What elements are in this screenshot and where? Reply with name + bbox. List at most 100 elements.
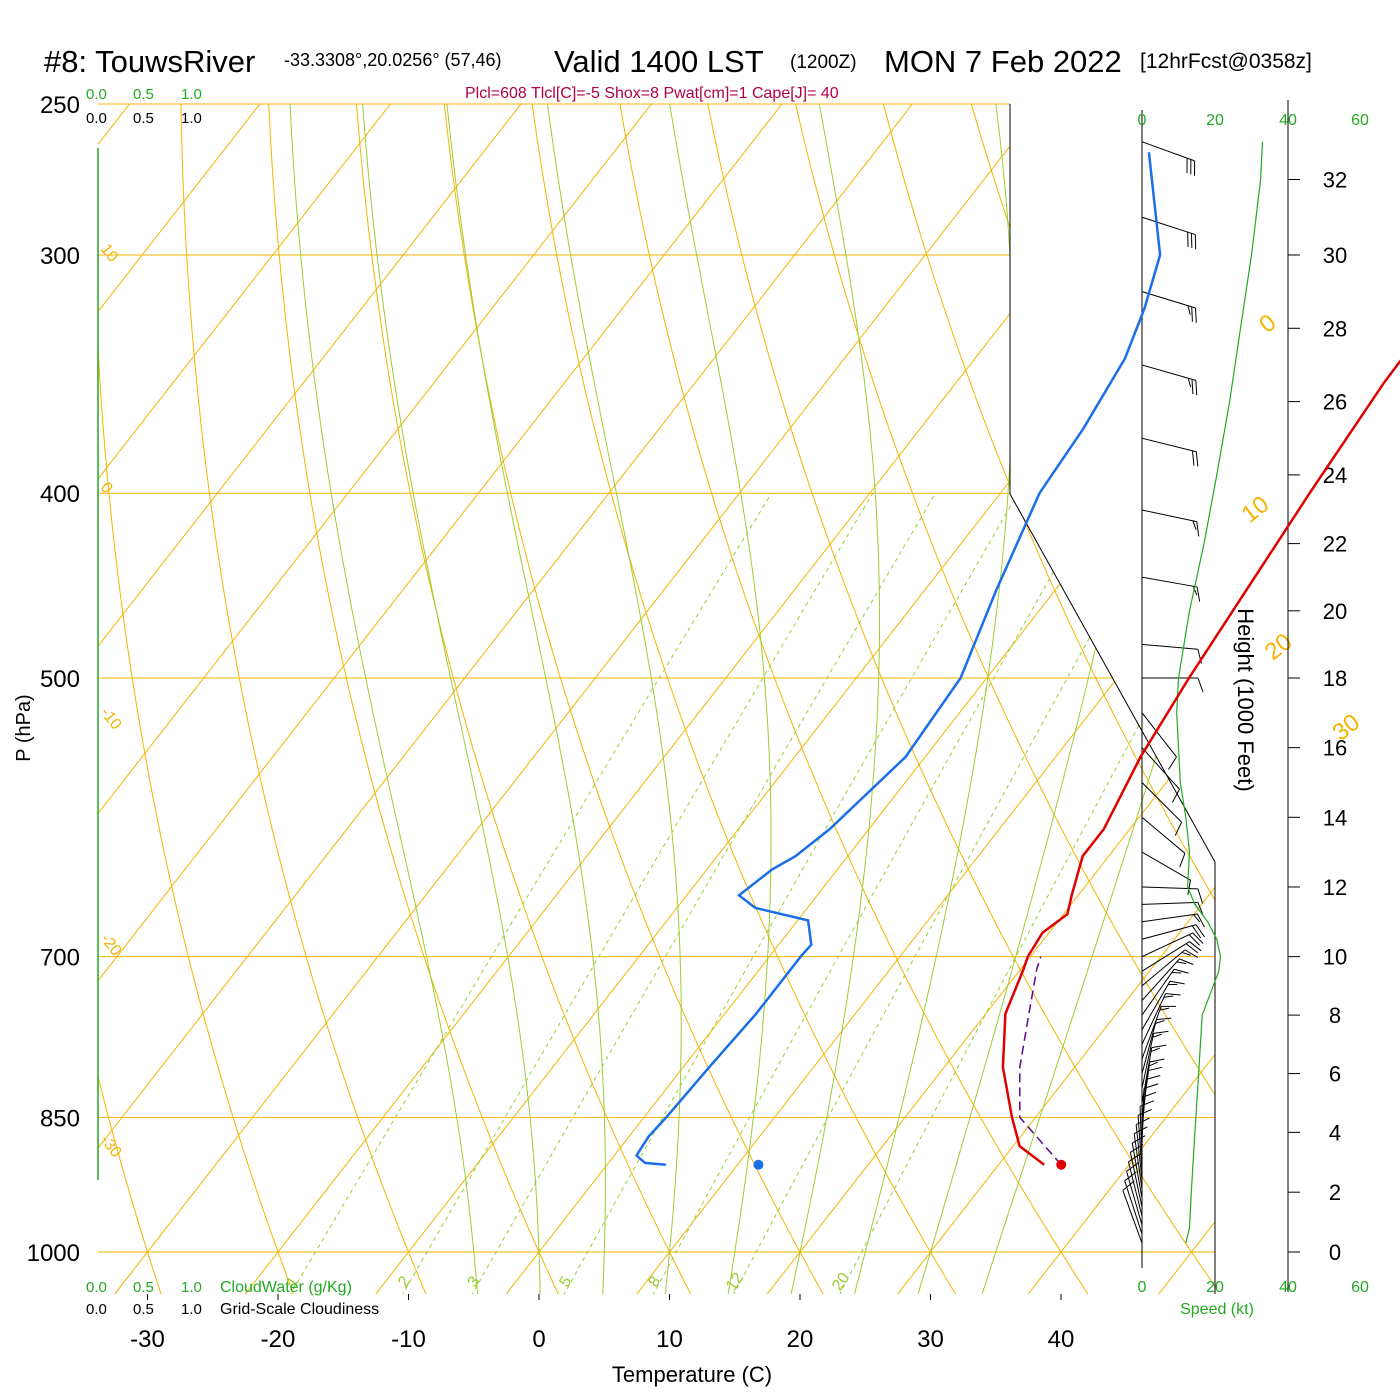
wind-barb-feather xyxy=(1181,951,1191,956)
wind-barb-staff xyxy=(1141,913,1198,923)
wind-barb-staff xyxy=(1141,437,1197,453)
height-tick-label: 4 xyxy=(1329,1120,1341,1145)
wind-barb-feather xyxy=(1132,1135,1146,1144)
mixing-ratio-line xyxy=(268,492,772,1294)
wind-barb xyxy=(1141,932,1204,958)
wind-barb-feather xyxy=(1188,934,1200,946)
dry-adiabat-line xyxy=(429,104,845,1294)
dry-adiabat-line xyxy=(0,0,39,1331)
isotherm-label: 20 xyxy=(1260,628,1298,666)
isotherm-label: 10 xyxy=(1237,491,1275,529)
wind-barb xyxy=(1141,1017,1172,1074)
wind-barb xyxy=(1141,968,1189,1016)
wind-barb-feather xyxy=(1197,913,1205,928)
isotherm-label: 0 xyxy=(1254,309,1281,339)
moist-adiabat-line xyxy=(432,104,606,1294)
dry-adiabat-line xyxy=(676,104,1215,1294)
wind-barb-staff xyxy=(1141,712,1177,758)
wind-barb-feather xyxy=(1191,306,1193,322)
isotherm-line xyxy=(607,104,1215,1294)
wind-barb-feather xyxy=(1189,941,1202,952)
wind-barb-feather xyxy=(1176,961,1187,964)
mixing-ratio-line xyxy=(450,492,936,1294)
wind-barb xyxy=(1141,980,1185,1030)
wind-barb-feather xyxy=(1153,1030,1169,1034)
mixing-ratio-label: 8 xyxy=(645,1273,664,1290)
wind-barb-feather xyxy=(1195,307,1197,323)
temperature-trace xyxy=(1001,359,1400,1166)
moist-adiabat-line xyxy=(782,104,880,1294)
wind-speed-tick-bottom-1: 20 xyxy=(1206,1279,1224,1296)
wind-barb-feather xyxy=(1155,1020,1165,1024)
height-tick-label: 12 xyxy=(1323,875,1347,900)
pressure-tick-label: 700 xyxy=(40,945,80,972)
dry-adiabat-line xyxy=(346,104,711,1294)
mixing-ratio-line xyxy=(632,492,1099,1294)
wind-speed-tick-top-0: 0 xyxy=(1138,112,1147,129)
cloudwater-tick-top-0: 0.0 xyxy=(86,86,107,103)
wind-barb-staff xyxy=(1141,901,1198,905)
dry-adiabat-label: -10 xyxy=(97,704,125,733)
wind-barb-feather xyxy=(1185,943,1199,954)
wind-barb-feather xyxy=(1174,821,1183,836)
height-tick-label: 28 xyxy=(1323,316,1347,341)
wind-barb-staff xyxy=(1137,1115,1143,1172)
mixing-ratio-line xyxy=(543,492,1019,1294)
wind-speed-tick-bottom-0: 0 xyxy=(1138,1279,1147,1296)
wind-barb xyxy=(1141,509,1200,537)
wind-barb xyxy=(1141,141,1196,176)
wind-barb-feather xyxy=(1122,1180,1135,1191)
dry-adiabat-line xyxy=(758,104,1215,1294)
wind-barb xyxy=(1126,1162,1143,1226)
wind-barb-feather xyxy=(1197,677,1204,693)
wind-barb-feather xyxy=(1165,993,1181,996)
height-tick-label: 18 xyxy=(1323,666,1347,691)
dry-adiabat-line xyxy=(1170,104,1215,1294)
isotherm-line xyxy=(738,104,1215,1294)
wind-barb-staff xyxy=(1141,1033,1155,1089)
wind-barb xyxy=(1141,364,1198,396)
isotherm-line xyxy=(98,104,405,1294)
isobar-lines xyxy=(98,103,1215,1253)
wind-barb-feather xyxy=(1196,521,1200,537)
pressure-tick-label: 250 xyxy=(40,92,80,119)
wind-barb-staff xyxy=(1135,1124,1143,1181)
wind-barb xyxy=(1142,677,1204,693)
height-tick-label: 10 xyxy=(1323,945,1347,970)
wind-barb-staff xyxy=(1141,141,1195,162)
wind-barb-feather xyxy=(1179,958,1194,965)
wind-barb xyxy=(1141,816,1186,868)
dry-adiabat-lines xyxy=(0,0,1215,1331)
wind-barb-staff xyxy=(1141,949,1186,987)
wind-barb-staff xyxy=(1124,1180,1143,1235)
mixing-ratio-label: 12 xyxy=(723,1270,747,1294)
wind-barb-feather xyxy=(1193,914,1200,923)
moist-adiabat-line xyxy=(844,104,1014,1294)
height-tick-label: 30 xyxy=(1323,243,1347,268)
wind-barb xyxy=(1141,1044,1167,1103)
wind-barb-feather xyxy=(1192,586,1198,596)
dewpoint-trace xyxy=(634,152,1162,1167)
wind-barb-staff xyxy=(1141,291,1196,309)
wind-barb-feather xyxy=(1126,1162,1139,1172)
chart-header: #8: TouwsRiver -33.3308°,20.0256° (57,46… xyxy=(44,44,1312,102)
wind-barb xyxy=(1141,643,1203,664)
diagram-boundary xyxy=(1009,104,1216,1294)
isotherm-line xyxy=(1129,104,1215,1294)
wind-speed-tick-top-1: 20 xyxy=(1206,112,1224,129)
moist-adiabat-line xyxy=(527,104,682,1294)
cloudwater-tick-bottom-0: 0.0 xyxy=(86,1279,107,1296)
wind-barb-staff xyxy=(1141,968,1175,1016)
wind-barb xyxy=(1141,949,1198,987)
wind-barb-staff xyxy=(1141,851,1191,881)
wind-barb-feather xyxy=(1168,756,1177,770)
wind-barb xyxy=(1141,941,1202,972)
height-tick-label: 22 xyxy=(1323,532,1347,557)
wind-barb xyxy=(1141,782,1183,836)
pressure-tick-label: 500 xyxy=(40,666,80,693)
height-tick-label: 6 xyxy=(1329,1062,1341,1087)
wind-barb-staff xyxy=(1122,1190,1143,1244)
wind-barb xyxy=(1141,851,1191,895)
station-coords: -33.3308°,20.0256° (57,46) xyxy=(284,50,502,70)
